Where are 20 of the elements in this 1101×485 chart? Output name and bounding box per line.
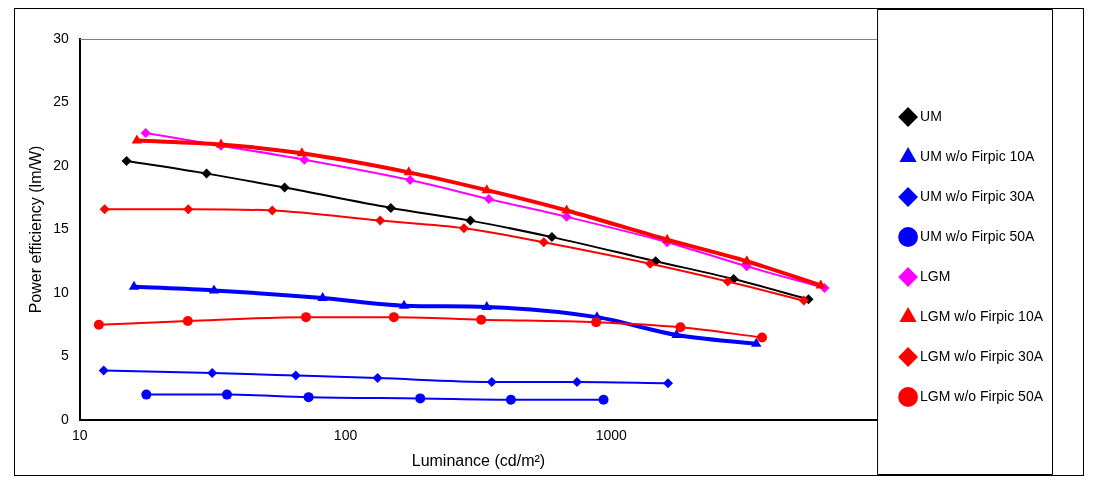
y-tick-label: 5 bbox=[60, 347, 69, 364]
legend-label: LGM bbox=[920, 267, 951, 284]
x-tick-label: 10 bbox=[71, 427, 88, 444]
legend-label: UM w/o Firpic 10A bbox=[920, 147, 1036, 164]
legend-label: LGM w/o Firpic 50A bbox=[920, 387, 1044, 404]
legend-label: UM w/o Firpic 30A bbox=[920, 187, 1036, 204]
y-tick-label: 0 bbox=[60, 410, 69, 427]
legend-label: LGM w/o Firpic 10A bbox=[920, 307, 1044, 324]
y-axis-title: Power efficiency (lm/W) bbox=[27, 145, 45, 314]
legend-label: LGM w/o Firpic 30A bbox=[920, 347, 1044, 364]
x-axis-title: Luminance (cd/m²) bbox=[411, 451, 546, 469]
y-tick-label: 10 bbox=[53, 283, 69, 300]
y-tick-label: 30 bbox=[53, 29, 69, 46]
x-tick-label: 100 bbox=[333, 427, 358, 444]
y-tick-label: 25 bbox=[53, 93, 69, 110]
legend-label: UM w/o Firpic 50A bbox=[920, 227, 1036, 244]
y-tick-label: 20 bbox=[53, 156, 69, 173]
legend-label: UM bbox=[920, 107, 942, 124]
y-tick-label: 15 bbox=[53, 220, 69, 237]
x-tick-label: 1000 bbox=[595, 427, 628, 444]
